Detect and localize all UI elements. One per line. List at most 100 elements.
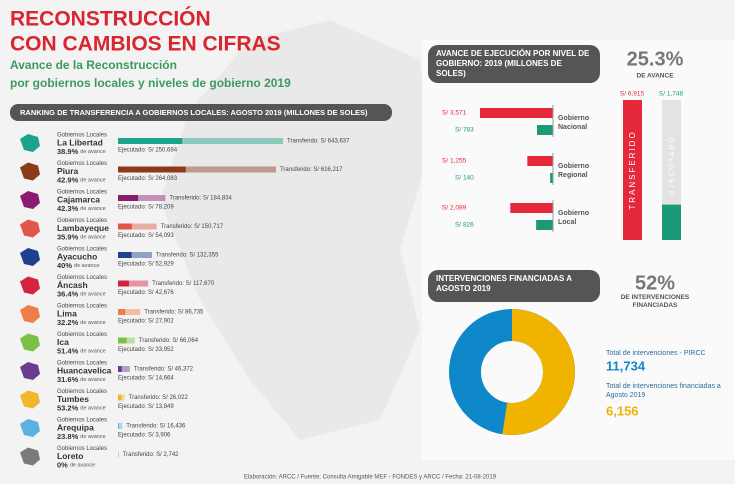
- avance: 36.4% de avance: [57, 289, 106, 298]
- transfer-label: Transferido: S/ 86,735: [144, 310, 204, 316]
- region-icon: [20, 162, 40, 181]
- transfer-label: Transferido: S/ 150,717: [161, 224, 224, 230]
- avance: 40% de avance: [57, 261, 99, 270]
- region-icon: [20, 390, 40, 409]
- executed-label: Ejecutado: S/ 14,664: [118, 376, 174, 382]
- level-bar: [536, 220, 553, 230]
- region-name: Tumbes: [57, 394, 89, 404]
- total-label: S/ 1,748: [659, 91, 684, 98]
- region-name: Arequipa: [57, 422, 94, 432]
- summary: 52%: [635, 272, 675, 294]
- level-bar: [536, 125, 553, 135]
- avance: 31.6% de avance: [57, 375, 106, 384]
- level-bar: [510, 203, 553, 213]
- avance: 35.9% de avance: [57, 232, 106, 241]
- transfer-bar: [118, 451, 119, 458]
- chart-title: AVANCE DE EJECUCIÓN POR NIVEL DE GOBIERN…: [428, 45, 600, 83]
- legend-name: Total de intervenciones - PIRCC: [606, 350, 706, 357]
- executed-label: Ejecutado: S/ 54,093: [118, 233, 174, 239]
- executed-label: Ejecutado: S/ 250,684: [118, 148, 178, 154]
- avance-suffix: de avance: [80, 320, 105, 326]
- level-label: S/ 2,089: [442, 205, 467, 212]
- avance: 0% de avance: [57, 460, 95, 469]
- group-label: Gobiernos Locales: [57, 418, 107, 424]
- avance: 32.2% de avance: [57, 318, 106, 327]
- series-name: TRANSFERIDO: [628, 130, 637, 209]
- avance-value: 53.2%: [57, 403, 79, 412]
- avance-suffix: de avance: [80, 235, 105, 241]
- executed-bar: [118, 337, 127, 344]
- avance-suffix: de avance: [80, 292, 105, 298]
- executed-bar: [118, 223, 132, 230]
- region-name: Cajamarca: [57, 194, 100, 204]
- avance-value: 32.2%: [57, 318, 79, 327]
- legend-value: 6,156: [606, 403, 639, 418]
- map-bg: [160, 20, 430, 440]
- group-label: Gobiernos Locales: [57, 190, 107, 196]
- avance-value: 36.4%: [57, 289, 79, 298]
- title-box: [10, 104, 392, 121]
- avance: 38.9% de avance: [57, 147, 106, 156]
- transfer-bar: [118, 252, 152, 258]
- transfer-bar: [118, 195, 166, 201]
- avance-value: 51.4%: [57, 346, 79, 355]
- transfer-label: Transferido: S/ 26,022: [129, 395, 189, 401]
- group-label: Gobiernos Locales: [57, 161, 107, 167]
- transfer-label: Transferido: S/ 616,217: [280, 167, 343, 173]
- region-name: Ayacucho: [57, 251, 97, 261]
- transfer-bar: [118, 166, 276, 173]
- chart-title: INTERVENCIONES FINANCIADAS A AGOSTO 2019: [428, 270, 600, 302]
- avance-suffix: de avance: [74, 263, 99, 269]
- level-label: S/ 1,255: [442, 158, 467, 165]
- footer: Elaboración: ARCC / Fuente: Consulta Ami…: [244, 475, 497, 481]
- executed-bar: [118, 309, 126, 315]
- transfer-bar: [118, 423, 123, 429]
- subtitle: por gobiernos locales y niveles de gobie…: [10, 76, 291, 90]
- subtitle: Avance de la Reconstrucción: [10, 58, 177, 72]
- avance-value: 42.9%: [57, 175, 79, 184]
- region-name: Ica: [57, 337, 69, 347]
- avance: 23.8% de avance: [57, 432, 106, 441]
- region-icon: [20, 191, 40, 209]
- summary-label: DE INTERVENCIONES FINANCIADAS: [620, 294, 690, 309]
- avance-suffix: de avance: [80, 349, 105, 355]
- avance-value: 42.3%: [57, 204, 79, 213]
- executed-bar: [118, 423, 120, 429]
- avance-value: 23.8%: [57, 432, 79, 441]
- donut-financed: [502, 309, 575, 435]
- avance-suffix: de avance: [80, 206, 105, 212]
- group-label: Gobiernos Locales: [57, 361, 107, 367]
- region-icon: [20, 333, 40, 352]
- group-label: Gobiernos Locales: [57, 247, 107, 253]
- region-icon: [20, 419, 40, 437]
- transfer-label: Transferido: S/ 16,436: [126, 424, 186, 430]
- avance: 51.4% de avance: [57, 346, 106, 355]
- region-name: Loreto: [57, 451, 83, 461]
- avance-suffix: de avance: [70, 463, 95, 469]
- avance-value: 31.6%: [57, 375, 79, 384]
- summary: 25.3%: [627, 48, 684, 70]
- group-label: Gobiernos Locales: [57, 304, 107, 310]
- level-label: S/ 783: [455, 127, 474, 134]
- executed-label: Ejecutado: S/ 78,209: [118, 205, 174, 211]
- transfer-label: Transferido: S/ 66,064: [139, 338, 199, 344]
- region-icon: [20, 219, 40, 238]
- transfer-bar: [118, 309, 141, 315]
- region-name: Áncash: [57, 280, 88, 290]
- executed-label: Ejecutado: S/ 264,083: [118, 176, 178, 182]
- category-label: Gobierno Local: [558, 210, 590, 226]
- executed-label: Ejecutado: S/ 27,902: [118, 319, 174, 325]
- title: CON CAMBIOS EN CIFRAS: [10, 33, 281, 56]
- transfer-label: Transferido: S/ 643,637: [287, 139, 350, 145]
- level-label: S/ 3,571: [442, 110, 467, 117]
- level-bar: [527, 156, 553, 166]
- series-name: EJECUTADO: [669, 135, 676, 195]
- executed-bar: [118, 138, 183, 144]
- level-label: S/ 826: [455, 222, 474, 229]
- total-bar: [662, 204, 681, 240]
- title: RECONSTRUCCIÓN: [10, 7, 211, 31]
- level-bar: [550, 173, 553, 183]
- transfer-bar: [118, 366, 130, 372]
- avance-value: 35.9%: [57, 232, 79, 241]
- region-icon: [20, 447, 40, 466]
